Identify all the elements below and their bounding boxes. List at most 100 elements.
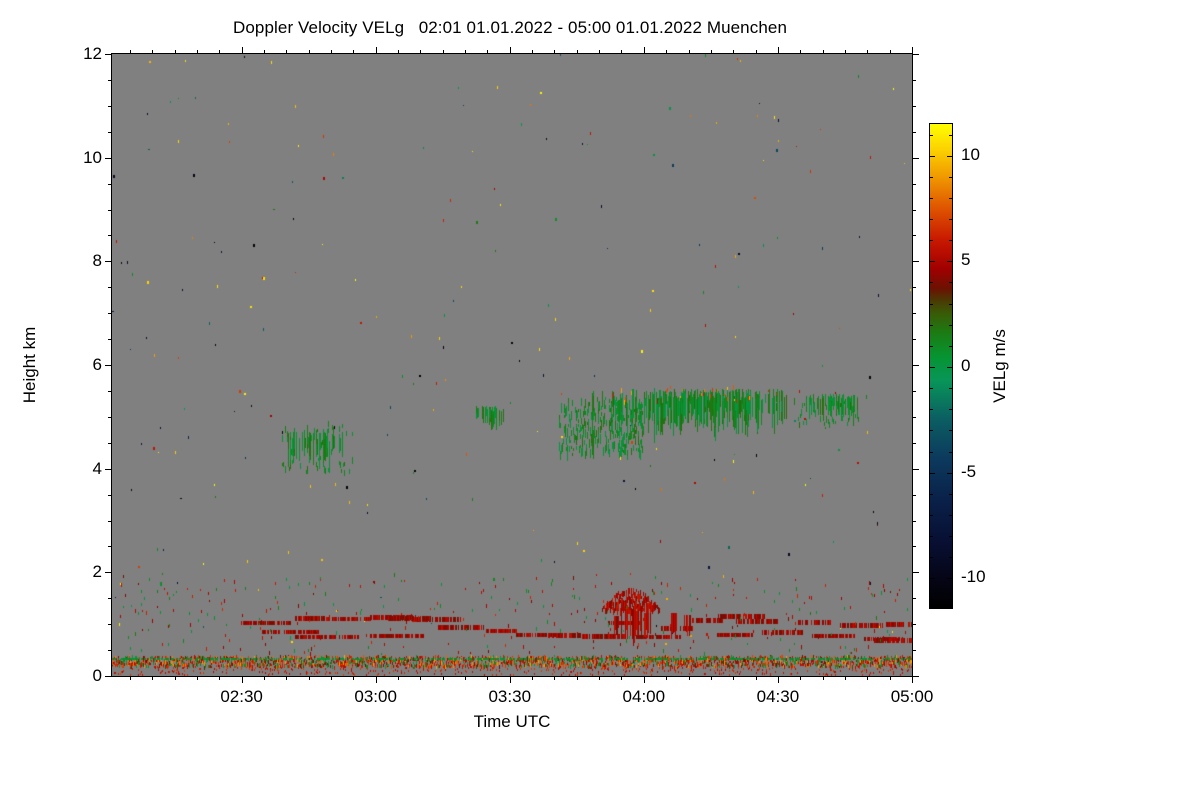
- colorbar-tick: [929, 578, 935, 580]
- y-tick: [108, 339, 112, 341]
- x-tick-label: 04:30: [756, 687, 800, 706]
- colorbar-tick: [947, 578, 953, 580]
- colorbar-tick: [929, 430, 933, 432]
- x-tick: [420, 50, 422, 54]
- x-tick: [196, 676, 198, 680]
- colorbar-tick: [949, 430, 953, 432]
- colorbar-tick: [949, 599, 953, 601]
- y-tick: [912, 520, 916, 522]
- colorbar-tick: [929, 155, 935, 157]
- x-tick: [844, 676, 846, 680]
- x-tick: [129, 50, 131, 54]
- colorbar-tick-label: -5: [961, 461, 977, 481]
- colorbar-tick: [949, 557, 953, 559]
- x-tick-label: 02:30: [220, 687, 263, 706]
- y-tick: [912, 54, 919, 55]
- colorbar-tick: [929, 134, 933, 136]
- x-tick: [867, 50, 869, 54]
- y-tick: [105, 261, 112, 263]
- x-tick: [599, 50, 601, 54]
- y-tick: [912, 183, 916, 185]
- x-tick: [576, 676, 578, 680]
- colorbar-tick: [949, 536, 953, 538]
- y-tick-label: 2: [92, 562, 102, 582]
- x-tick: [643, 676, 645, 683]
- y-tick: [912, 416, 916, 418]
- y-tick: [912, 79, 916, 81]
- y-tick: [108, 442, 112, 444]
- y-tick-label: 8: [92, 251, 102, 271]
- y-tick: [105, 676, 112, 677]
- x-tick: [554, 50, 556, 54]
- y-tick: [912, 157, 919, 159]
- y-tick: [912, 442, 916, 444]
- colorbar-tick: [949, 388, 953, 390]
- colorbar-tick: [929, 345, 933, 347]
- colorbar-tick-label: 0: [961, 356, 971, 375]
- colorbar-tick: [949, 409, 953, 411]
- x-tick: [487, 676, 489, 680]
- y-tick: [105, 572, 112, 574]
- colorbar-tick: [947, 367, 953, 368]
- y-tick: [912, 105, 916, 107]
- x-tick: [666, 676, 668, 680]
- y-tick: [912, 339, 916, 341]
- colorbar-tick: [929, 388, 933, 390]
- y-tick-label: 0: [92, 666, 102, 685]
- y-tick: [912, 468, 919, 470]
- x-tick: [643, 47, 645, 54]
- x-tick: [487, 50, 489, 54]
- x-tick-label: 03:30: [488, 687, 532, 706]
- y-tick-label: 12: [83, 44, 102, 63]
- x-tick: [241, 47, 243, 54]
- x-tick: [800, 676, 802, 680]
- x-tick: [442, 676, 444, 680]
- x-tick: [733, 676, 735, 680]
- colorbar-tick: [929, 240, 933, 242]
- y-tick: [108, 235, 112, 237]
- colorbar-tick-label: 5: [961, 250, 971, 270]
- y-tick: [108, 598, 112, 600]
- x-tick: [353, 676, 355, 680]
- y-tick: [912, 287, 916, 289]
- x-tick: [375, 47, 377, 54]
- y-tick: [108, 79, 112, 81]
- colorbar-tick-label: 10: [961, 144, 980, 164]
- plot-area: 0 2 4 6 8 10 12 02:30 03:00 03:30 04:00 04:30 05:00: [83, 44, 933, 706]
- x-tick: [398, 50, 400, 54]
- x-tick: [509, 47, 511, 54]
- x-tick: [509, 676, 511, 683]
- x-tick: [196, 50, 198, 54]
- x-tick: [889, 676, 891, 680]
- colorbar-tick: [929, 176, 933, 178]
- colorbar-tick: [929, 367, 935, 368]
- x-tick: [129, 676, 131, 680]
- y-tick: [912, 235, 916, 237]
- y-tick: [912, 546, 916, 548]
- colorbar-title: VELg m/s: [990, 329, 1009, 403]
- x-tick: [710, 50, 712, 54]
- x-tick: [375, 676, 377, 683]
- colorbar-tick: [949, 451, 953, 453]
- x-tick: [867, 676, 869, 680]
- colorbar-tick-label: -10: [961, 567, 986, 587]
- y-axis-title: Height km: [20, 326, 39, 404]
- y-tick: [105, 365, 112, 366]
- x-tick: [465, 676, 467, 680]
- colorbar-tick: [947, 155, 953, 157]
- x-tick: [219, 676, 221, 680]
- x-tick: [330, 50, 332, 54]
- y-tick: [108, 209, 112, 211]
- colorbar-tick: [929, 197, 933, 199]
- colorbar-tick: [929, 324, 933, 326]
- colorbar-tick: [949, 197, 953, 199]
- x-tick: [912, 676, 913, 683]
- y-tick: [108, 650, 112, 652]
- y-tick: [108, 287, 112, 289]
- y-tick: [912, 390, 916, 392]
- colorbar-tick: [929, 219, 933, 221]
- y-tick: [912, 624, 916, 626]
- y-tick-label: 6: [92, 355, 102, 374]
- y-tick: [108, 520, 112, 522]
- x-axis-title: Time UTC: [473, 712, 551, 731]
